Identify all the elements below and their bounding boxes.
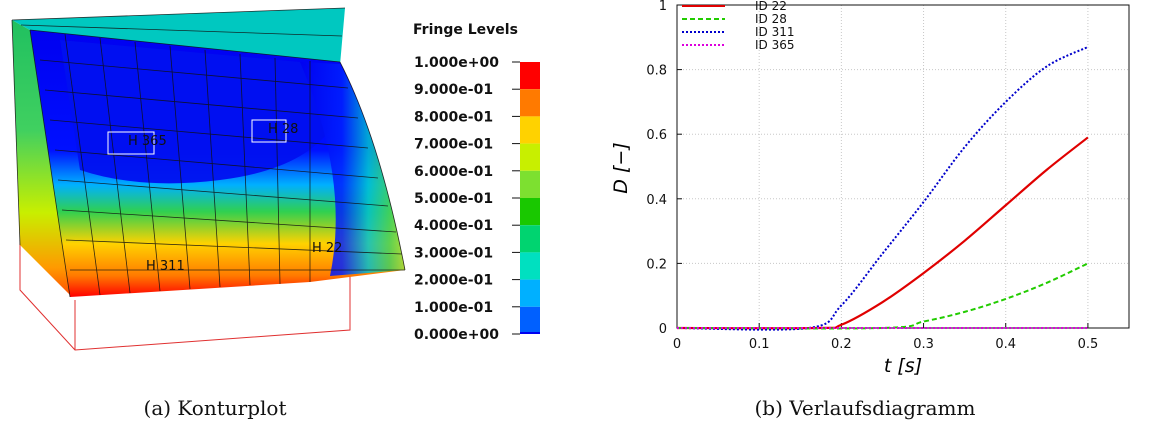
mesh-grid [11,7,406,298]
undeformed-wireframe [19,240,351,351]
fringe-level-label: 5.000e-01 [414,191,493,207]
fringe-swatch [520,306,540,334]
fringe-swatch [520,332,540,334]
fringe-swatch [520,116,540,144]
label-h28: H 28 [268,122,298,137]
legend-label: ID 22 [755,0,787,13]
label-h365: H 365 [128,134,167,149]
fringe-swatch [520,279,540,307]
fringe-color-bar [520,62,540,334]
fringe-level-label: 1.000e-01 [414,300,493,316]
mesh-blue-region [60,40,332,184]
fringe-level-label: 9.000e-01 [414,82,493,98]
fringe-level-label: 1.000e+00 [414,55,499,71]
fringe-level-label: 8.000e-01 [414,109,493,125]
y-tick-label: 0.2 [646,257,667,272]
legend-label: ID 365 [755,38,795,52]
fringe-swatch [520,225,540,253]
x-axis-label: t [s] [884,355,922,377]
chart-series [676,46,1089,331]
y-tick-label: 0.6 [646,128,667,143]
fringe-swatch [520,170,540,198]
chart-ticks: 0 0.1 0.2 0.3 0.4 0.5 0 0.2 0.4 0.6 0.8 1 [646,0,1098,352]
legend-label: ID 28 [755,12,787,26]
label-h22: H 22 [312,241,342,256]
label-h311: H 311 [146,259,185,274]
x-tick-label: 0 [673,337,681,352]
y-axis-label: D [−] [610,142,632,193]
contour-plot-panel: H 365 H 28 H 311 H 22 1.000e+00 9.000e-01… [0,0,560,425]
y-tick-label: 1 [659,0,667,14]
fringe-level-label: 2.000e-01 [414,273,493,289]
contour-plot: H 365 H 28 H 311 H 22 1.000e+00 9.000e-01… [11,7,540,351]
fringe-swatch [520,62,540,90]
fringe-level-label: 4.000e-01 [414,218,493,234]
element-labels: H 365 H 28 H 311 H 22 [107,119,342,274]
mesh-top-face [12,8,345,65]
fringe-level-label: 0.000e+00 [414,327,499,343]
fringe-levels-title: Fringe Levels [413,22,518,38]
x-tick-label: 0.4 [995,337,1016,352]
fringe-level-label: 3.000e-01 [414,245,493,261]
legend-label: ID 311 [755,25,795,39]
damage-chart-panel: 0 0.1 0.2 0.3 0.4 0.5 0 0.2 0.4 0.6 0.8 1 ID 22 ID 2… [585,0,1161,425]
fringe-swatch [520,252,540,280]
series-line-id-22 [676,136,1089,330]
caption-verlaufsdiagramm: (b) Verlaufsdiagramm [754,396,976,420]
fringe-swatch [520,143,540,171]
mesh-left-face [12,20,70,295]
y-tick-label: 0.8 [646,64,667,79]
x-tick-label: 0.5 [1078,337,1099,352]
caption-konturplot: (a) Konturplot [143,396,287,420]
fringe-level-label: 7.000e-01 [414,137,493,153]
x-tick-label: 0.2 [831,337,852,352]
series-line-id-28 [676,262,1089,330]
y-tick-label: 0 [659,322,667,337]
fringe-level-label: 6.000e-01 [414,164,493,180]
y-tick-label: 0.4 [646,193,667,208]
chart-grid [676,4,1129,329]
x-tick-label: 0.1 [749,337,770,352]
fringe-level-labels: 1.000e+00 9.000e-01 8.000e-01 7.000e-01 6.00… [414,55,520,343]
x-tick-label: 0.3 [913,337,934,352]
fringe-swatch [520,198,540,226]
fringe-swatch [520,89,540,117]
plot-frame [676,4,1130,329]
